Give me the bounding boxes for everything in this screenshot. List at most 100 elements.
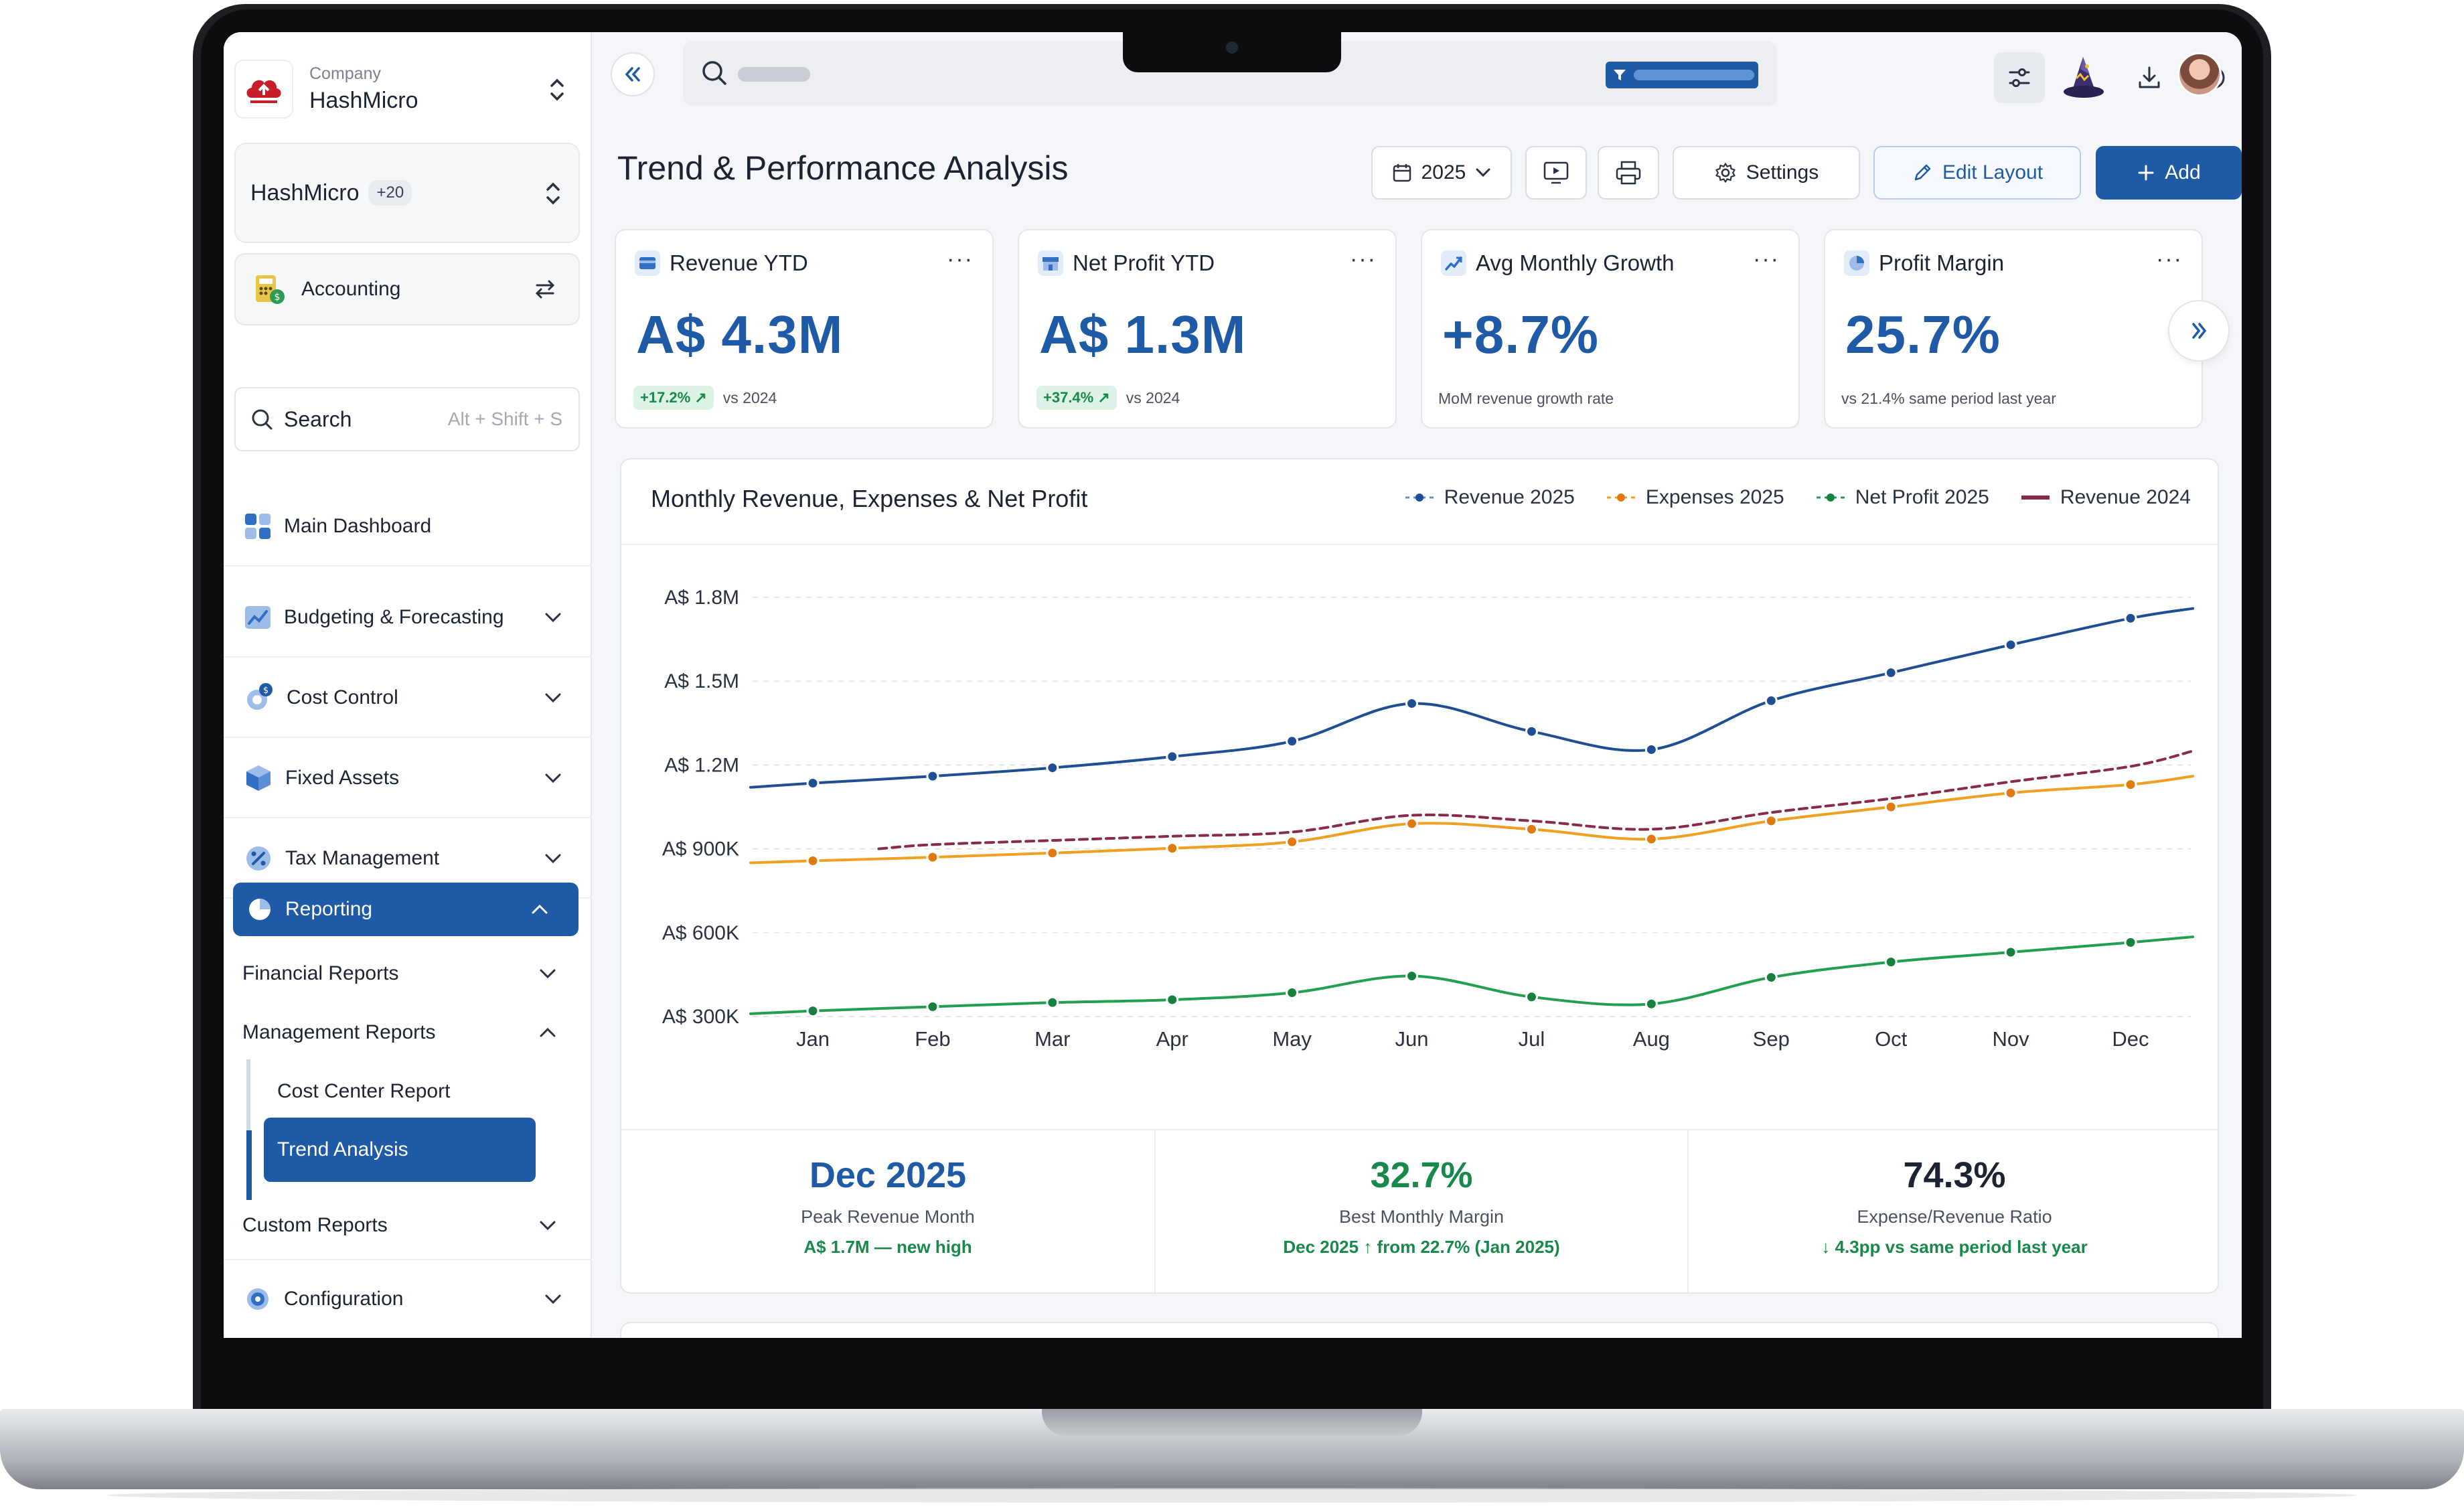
print-button[interactable] — [1598, 146, 1659, 200]
sidebar-search-label: Search — [284, 406, 352, 431]
more-options-icon[interactable]: ··· — [1350, 246, 1377, 272]
data-point — [1764, 694, 1778, 707]
sidebar-item-main-dashboard[interactable]: Main Dashboard — [224, 487, 592, 567]
settings-button-label: Settings — [1746, 161, 1819, 183]
sidebar-item-trend-analysis[interactable]: Trend Analysis — [264, 1118, 536, 1182]
legend-item-net-profit-2025[interactable]: Net Profit 2025 — [1815, 486, 1989, 509]
data-point — [1884, 666, 1898, 680]
x-tick-label: Jun — [1395, 1027, 1429, 1051]
legend-item-revenue-2025[interactable]: Revenue 2025 — [1404, 486, 1575, 509]
more-options-icon[interactable]: ··· — [1753, 246, 1780, 272]
stat-value: Dec 2025 — [809, 1155, 967, 1195]
workspace-name: HashMicro — [250, 179, 360, 206]
y-tick-label: A$ 1.5M — [664, 670, 739, 692]
company-caption: Company — [309, 64, 381, 83]
search-filter-chip[interactable] — [1606, 62, 1758, 88]
stat-label: Expense/Revenue Ratio — [1857, 1207, 2052, 1227]
module-switcher[interactable]: $ Accounting — [234, 253, 580, 325]
wizard-assistant-button[interactable] — [2058, 52, 2109, 103]
sidebar-item-management-reports[interactable]: Management Reports — [242, 1006, 577, 1059]
workspace-switcher[interactable]: HashMicro +20 — [234, 143, 580, 243]
data-point — [1884, 956, 1898, 969]
chart-trend-icon — [245, 606, 271, 629]
more-options-icon[interactable]: ··· — [2156, 246, 2183, 272]
kpi-card-avg-monthly-growth[interactable]: Avg Monthly Growth ··· +8.7% MoM revenue… — [1421, 229, 1800, 429]
kpi-next-button[interactable] — [2168, 300, 2230, 362]
data-point — [1166, 993, 1179, 1006]
sidebar-item-reporting[interactable]: Reporting — [233, 883, 579, 936]
sidebar-item-fixed-assets[interactable]: Fixed Assets — [224, 739, 592, 818]
year-select[interactable]: 2025 — [1371, 146, 1512, 200]
sidebar-item-configuration[interactable]: Configuration — [224, 1259, 592, 1338]
kpi-subtitle: MoM revenue growth rate — [1438, 390, 1614, 407]
sidebar-item-budgeting[interactable]: Budgeting & Forecasting — [224, 579, 592, 658]
sidebar-item-cost-center-report[interactable]: Cost Center Report — [277, 1080, 451, 1102]
company-switcher[interactable]: Company HashMicro — [234, 52, 583, 126]
present-button[interactable] — [1525, 146, 1587, 200]
sidebar-item-label: Tax Management — [285, 847, 440, 869]
sidebar-item-custom-reports[interactable]: Custom Reports — [242, 1199, 577, 1252]
kpi-title: Revenue YTD — [670, 250, 808, 275]
x-tick-label: Nov — [1993, 1027, 2030, 1051]
laptop-groove — [1042, 1409, 1422, 1436]
x-tick-label: Jan — [796, 1027, 830, 1051]
svg-text:$: $ — [275, 292, 281, 303]
sidebar-item-tax[interactable]: Tax Management — [224, 820, 592, 899]
year-select-value: 2025 — [1421, 161, 1466, 183]
legend-item-revenue-2024[interactable]: Revenue 2024 — [2020, 486, 2191, 509]
chevron-down-icon — [545, 773, 561, 783]
collapse-sidebar-button[interactable] — [611, 52, 655, 96]
module-label: Accounting — [301, 278, 401, 300]
calendar-icon — [1393, 164, 1411, 182]
kpi-card-net-profit-ytd[interactable]: Net Profit YTD ··· A$ 1.3M +37.4% ↗ vs 2… — [1018, 229, 1397, 429]
sidebar-item-label: Fixed Assets — [285, 767, 400, 789]
kpi-card-revenue-ytd[interactable]: Revenue YTD ··· A$ 4.3M +17.2% ↗ vs 2024 — [615, 229, 994, 429]
swap-icon[interactable] — [533, 277, 557, 301]
data-point — [1166, 842, 1179, 855]
more-options-icon[interactable]: ··· — [947, 246, 974, 272]
edit-layout-button[interactable]: Edit Layout — [1873, 146, 2081, 200]
box-icon — [246, 765, 271, 791]
kpi-card-profit-margin[interactable]: Profit Margin ··· 25.7% vs 21.4% same pe… — [1824, 229, 2203, 429]
kpi-value: +8.7% — [1442, 305, 1600, 364]
x-tick-label: Jul — [1519, 1027, 1545, 1051]
legend-item-expenses-2025[interactable]: Expenses 2025 — [1606, 486, 1784, 509]
adjust-filters-button[interactable] — [1994, 52, 2045, 103]
chart-summary-stats: Dec 2025 Peak Revenue Month A$ 1.7M — ne… — [621, 1129, 2218, 1292]
sidebar-item-cost-control[interactable]: $ Cost Control — [224, 659, 592, 738]
series-line-revenue-2024 — [877, 749, 2195, 850]
stat-best-margin: 32.7% Best Monthly Margin Dec 2025 ↑ fro… — [1154, 1130, 1687, 1292]
dashboard-icon — [245, 514, 271, 539]
cost-control-icon: $ — [247, 683, 273, 710]
series-line-expenses-2025 — [749, 775, 2195, 864]
revenue-chart-card: Monthly Revenue, Expenses & Net Profit R… — [620, 458, 2219, 1294]
sidebar-search[interactable]: Search Alt + Shift + S — [234, 387, 580, 451]
sidebar-item-label: Cost Control — [287, 686, 398, 708]
page-settings-button[interactable]: Settings — [1673, 146, 1860, 200]
app-screen: Company HashMicro HashMicro +20 $ — [224, 32, 2242, 1338]
stat-peak-revenue: Dec 2025 Peak Revenue Month A$ 1.7M — ne… — [621, 1130, 1154, 1292]
kpi-value: 25.7% — [1845, 305, 2001, 364]
x-tick-label: Sep — [1753, 1027, 1790, 1051]
chevron-down-icon — [540, 1221, 556, 1231]
filter-icon — [1614, 70, 1626, 80]
data-point — [1644, 743, 1658, 756]
stat-value: 74.3% — [1903, 1155, 2006, 1195]
x-tick-label: Mar — [1034, 1027, 1070, 1051]
sidebar-item-financial-reports[interactable]: Financial Reports — [242, 947, 577, 1000]
user-avatar[interactable] — [2177, 52, 2222, 96]
gear-icon — [247, 1288, 268, 1310]
tree-active-marker — [246, 1130, 252, 1200]
data-point — [2004, 786, 2017, 800]
tax-icon — [246, 846, 271, 871]
data-point — [1046, 761, 1059, 775]
search-icon — [252, 409, 273, 430]
kpi-delta-badge: +37.4% ↗ — [1036, 386, 1117, 410]
series-line-revenue-2025 — [749, 607, 2195, 789]
download-button[interactable] — [2124, 52, 2175, 103]
add-button[interactable]: Add — [2096, 146, 2242, 200]
stat-label: Peak Revenue Month — [801, 1207, 975, 1227]
data-point — [1046, 846, 1059, 860]
data-point — [1405, 697, 1419, 710]
stat-note: ↓ 4.3pp vs same period last year — [1821, 1237, 2088, 1257]
